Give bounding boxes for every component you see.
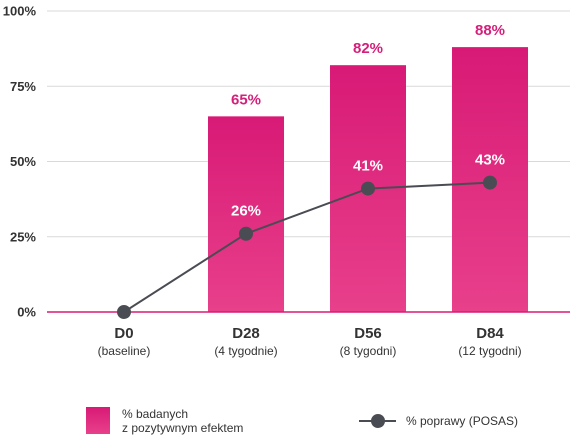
legend-swatch-marker — [371, 414, 385, 428]
x-tick-label: D0 — [114, 325, 133, 342]
bar-data-label: 88% — [475, 22, 505, 39]
x-tick-label: D56 — [354, 325, 382, 342]
x-tick-sublabel: (4 tygodnie) — [214, 344, 277, 358]
x-tick-label: D28 — [232, 325, 260, 342]
y-tick-label: 100% — [3, 4, 37, 19]
line-point — [361, 181, 375, 196]
line-series: 26% 41% 43% — [117, 152, 505, 319]
y-tick-label: 75% — [10, 79, 36, 94]
y-tick-label: 25% — [10, 229, 36, 244]
line-point — [483, 175, 497, 190]
bar-data-label: 82% — [353, 40, 383, 57]
legend-label-bar: % badanych — [122, 407, 188, 421]
series-line — [123, 181, 491, 313]
bar-data-label: 65% — [231, 91, 261, 108]
line-point — [117, 305, 131, 319]
legend-swatch-bar — [86, 407, 110, 434]
y-tick-label: 0% — [17, 305, 36, 320]
legend-label-bar: z pozytywnym efektem — [122, 421, 243, 435]
x-axis-ticks: D0 (baseline) D28 (4 tygodnie) D56 (8 tygodni… — [98, 325, 522, 358]
x-tick-sublabel: (8 tygodni) — [340, 344, 397, 358]
x-tick-label: D84 — [476, 325, 504, 342]
x-tick-sublabel: (baseline) — [98, 344, 151, 358]
y-tick-label: 50% — [10, 154, 36, 169]
legend-label-line: % poprawy (POSAS) — [406, 414, 518, 428]
y-axis-ticks: 0% 25% 50% 75% 100% — [3, 4, 37, 320]
line-data-label: 43% — [475, 152, 505, 169]
line-data-label: 26% — [231, 203, 261, 220]
x-tick-sublabel: (12 tygodni) — [458, 344, 521, 358]
line-data-label: 41% — [353, 158, 383, 175]
line-point — [239, 226, 253, 241]
bar — [208, 116, 284, 312]
